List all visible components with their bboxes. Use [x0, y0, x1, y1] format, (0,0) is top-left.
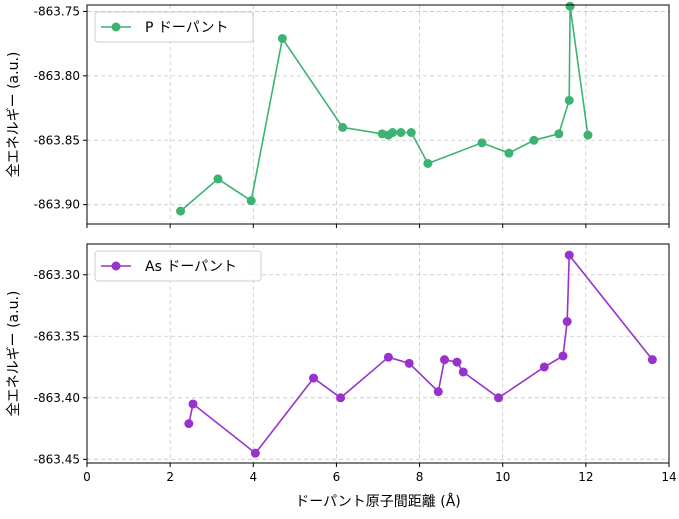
x-tick-label: 12 [578, 470, 593, 484]
data-point [250, 448, 260, 458]
data-point [423, 158, 433, 168]
data-point [338, 122, 348, 132]
data-point [383, 352, 393, 362]
y-tick-label: -863.75 [34, 4, 80, 18]
data-point [452, 357, 462, 367]
data-point [277, 33, 287, 43]
data-point [529, 135, 539, 145]
data-point [176, 206, 186, 216]
data-point [433, 387, 443, 397]
legend-label-bottom: As ドーパント [145, 259, 237, 275]
panel-bottom: 0 2 4 6 8 10 12 14-863.45-863.40-863.35-863.30 … [5, 243, 677, 484]
x-tick-label: 2 [166, 470, 174, 484]
data-point [562, 317, 572, 327]
data-point [539, 362, 549, 372]
data-point [396, 128, 406, 138]
data-point [184, 419, 194, 429]
data-point [554, 129, 564, 139]
x-tick-label: 4 [249, 470, 257, 484]
legend-label-top: P ドーパント [145, 20, 228, 36]
panel-top: -863.90 -863.85 -863.80 -863.75 全エネルギー (a.u… [5, 1, 670, 228]
data-point [564, 250, 574, 260]
data-point [213, 174, 223, 184]
data-point [558, 351, 568, 361]
data-point [440, 355, 450, 365]
legend-marker-bottom [111, 261, 121, 271]
x-tick-label: 10 [495, 470, 510, 484]
data-point [404, 358, 414, 368]
data-point [388, 128, 398, 138]
legend-marker-top [111, 22, 121, 32]
x-tick-label: 14 [661, 470, 676, 484]
y-tick-label: -863.35 [34, 329, 80, 343]
y-axis-label-top: 全エネルギー (a.u.) [5, 52, 22, 178]
data-point [458, 367, 468, 377]
y-tick-label: -863.45 [34, 452, 80, 466]
legend-bottom: As ドーパント [94, 250, 262, 282]
data-point [583, 130, 593, 140]
x-tick-label: 8 [416, 470, 424, 484]
x-tick-label: 6 [333, 470, 341, 484]
ticks-top: -863.90 -863.85 -863.80 -863.75 [34, 4, 670, 228]
data-point [477, 138, 487, 148]
plot-frame-bottom [86, 243, 670, 464]
data-point [565, 1, 575, 11]
series-line [179, 6, 589, 212]
x-tick-label: 0 [83, 470, 91, 484]
y-tick-label: -863.85 [34, 133, 80, 147]
y-tick-label: -863.30 [34, 268, 80, 282]
series-layer-bottom [184, 250, 657, 458]
data-point [647, 355, 657, 365]
data-point [188, 399, 198, 409]
data-point [504, 148, 514, 158]
legend-box-top [94, 11, 254, 43]
data-point [564, 95, 574, 105]
data-point [336, 393, 346, 403]
series-layer-top [176, 1, 593, 216]
data-point [494, 393, 504, 403]
legend-box-bottom [94, 250, 262, 282]
x-axis-label: ドーパント原子間距離 (Å) [295, 493, 461, 510]
y-tick-label: -863.80 [34, 69, 80, 83]
ticks-bottom: 0 2 4 6 8 10 12 14 -863.45 -863.40 -863.35 -863.30 [34, 268, 677, 484]
y-tick-label: -863.90 [34, 198, 80, 212]
plot-frame-top [86, 4, 670, 225]
y-axis-label-bottom: 全エネルギー (a.u.) [5, 291, 22, 417]
data-point [246, 196, 256, 206]
grid-top [86, 5, 670, 224]
y-tick-label: -863.40 [34, 391, 80, 405]
data-point [309, 373, 319, 383]
data-point [406, 128, 416, 138]
legend-top: P ドーパント [94, 11, 254, 43]
